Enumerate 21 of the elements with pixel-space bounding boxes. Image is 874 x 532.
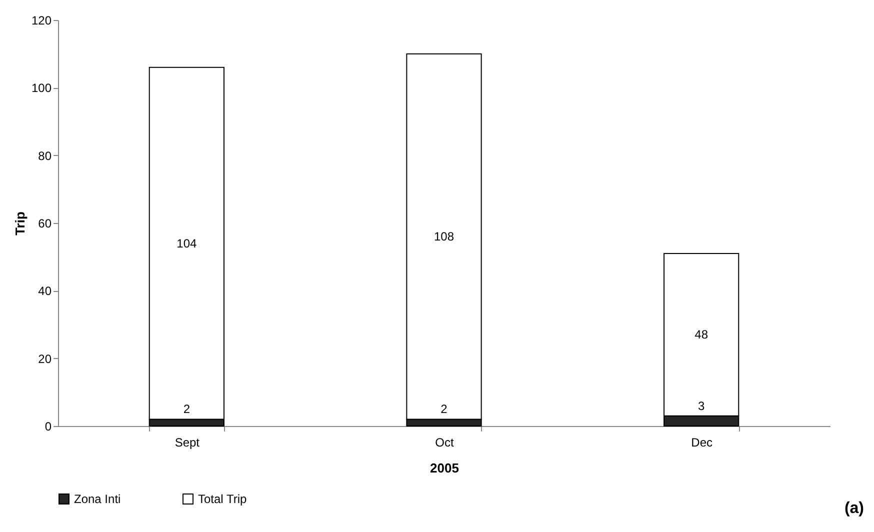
x-tick-label: Sept [174,436,200,450]
x-axis-title: 2005 [430,460,459,476]
data-label: 108 [434,230,454,244]
data-label: 2 [440,402,448,416]
data-label: 2 [183,402,190,416]
y-axis-title: Trip [12,212,28,236]
x-tick-label: Dec [691,436,713,450]
y-tick-label: 40 [38,284,52,298]
data-label: 48 [694,328,708,342]
data-label: 104 [176,236,197,250]
y-tick-label: 80 [38,148,52,163]
x-tick-label: Oct [435,436,454,450]
y-tick-label: 60 [38,216,52,230]
legend-label: Total Trip [198,492,248,506]
y-tick-label: 100 [31,81,52,96]
y-tick-label: 0 [44,420,52,434]
data-label: 3 [698,398,705,413]
legend-label: Zona Inti [74,492,121,506]
y-tick-label: 120 [31,14,52,28]
y-tick-label: 20 [38,352,52,366]
text: (a) [844,500,864,518]
